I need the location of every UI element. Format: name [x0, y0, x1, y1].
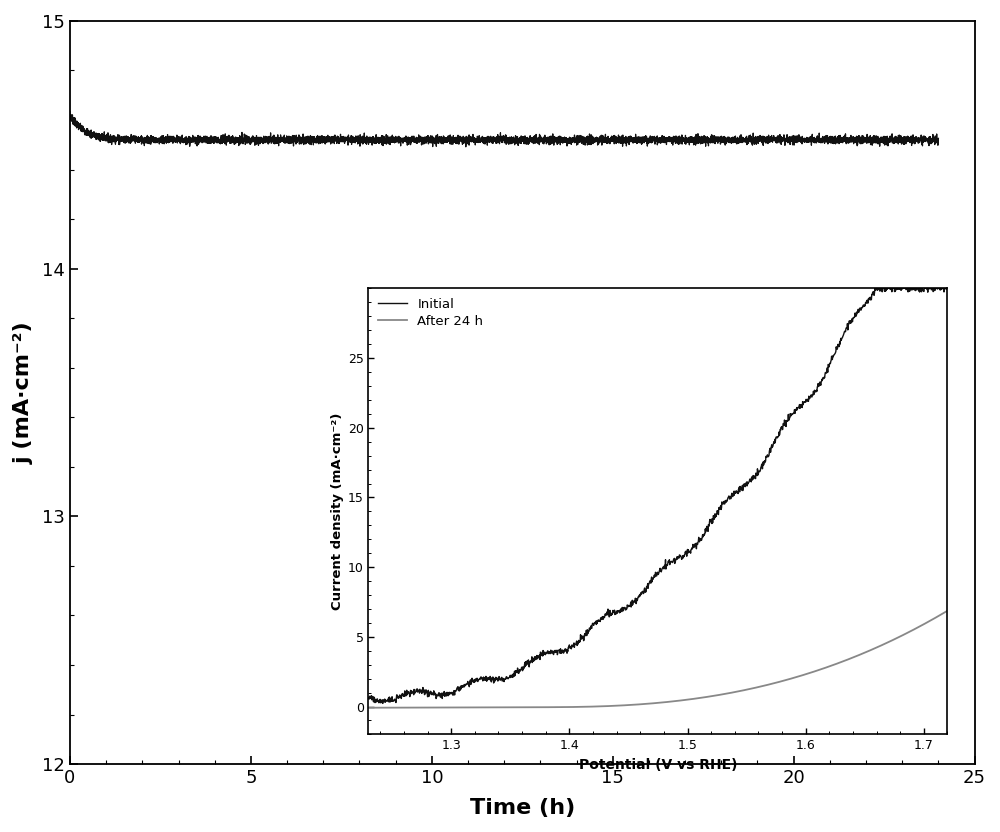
X-axis label: Time (h): Time (h)	[470, 798, 575, 818]
Y-axis label: j (mA·cm⁻²): j (mA·cm⁻²)	[14, 321, 34, 463]
